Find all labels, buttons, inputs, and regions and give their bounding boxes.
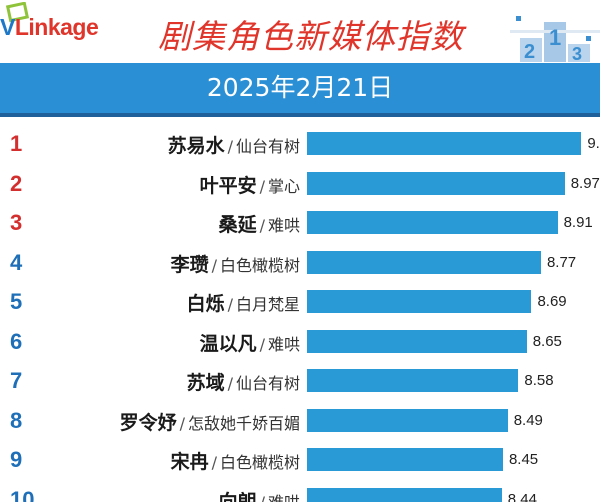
logo-wordmark: Linkage bbox=[14, 14, 99, 40]
header: VLinkage 剧集角色新媒体指数 2 1 3 bbox=[0, 0, 600, 62]
logo: VLinkage bbox=[0, 14, 99, 41]
drama-title: 难哄 bbox=[267, 216, 300, 235]
row-label: 向朗 / 难哄 bbox=[219, 487, 300, 502]
bar bbox=[307, 250, 541, 274]
drama-title: 掌心 bbox=[267, 176, 300, 196]
character-name: 叶平安 bbox=[199, 174, 257, 197]
label-separator: / bbox=[259, 216, 265, 235]
drama-title: 白色橄榄树 bbox=[219, 255, 300, 275]
bar bbox=[307, 408, 508, 432]
rank-number: 7 bbox=[10, 368, 23, 393]
value-label: 8.77 bbox=[546, 253, 577, 271]
value-label: 8.65 bbox=[532, 332, 562, 350]
row-label: 白烁 / 白月梵星 bbox=[187, 289, 300, 316]
bar bbox=[307, 329, 527, 353]
bar bbox=[307, 171, 565, 195]
drama-title: 难哄 bbox=[267, 334, 300, 354]
label-separator: / bbox=[227, 295, 233, 314]
character-name: 向朗 bbox=[218, 490, 257, 502]
character-name: 李瓒 bbox=[170, 253, 209, 276]
bar bbox=[307, 487, 502, 502]
character-name: 温以凡 bbox=[199, 332, 257, 355]
character-name: 苏易水 bbox=[167, 135, 225, 157]
rank-number: 2 bbox=[10, 170, 23, 196]
label-separator: / bbox=[211, 453, 217, 472]
value-label: 8.91 bbox=[563, 214, 593, 231]
ranking-chart: 1苏易水/仙台有树9.112叶平安/掌心8.973桑延/难哄8.914李瓒/白色… bbox=[0, 117, 600, 502]
logo-mark-icon bbox=[5, 2, 30, 23]
bar bbox=[307, 448, 503, 471]
bar bbox=[307, 290, 532, 313]
drama-title: 白色橄榄树 bbox=[219, 453, 300, 472]
value-label: 8.97 bbox=[570, 174, 600, 192]
rank-number: 10 bbox=[10, 486, 35, 502]
label-separator: / bbox=[259, 334, 265, 354]
rank-number: 5 bbox=[10, 289, 23, 314]
rank-number: 6 bbox=[10, 328, 23, 354]
row-label: 李瓒 / 白色橄榄树 bbox=[171, 250, 300, 277]
label-separator: / bbox=[259, 492, 265, 502]
date-band-divider bbox=[0, 113, 600, 117]
label-separator: / bbox=[259, 176, 265, 196]
drama-title: 难哄 bbox=[267, 492, 300, 502]
character-name: 宋冉 bbox=[170, 451, 209, 473]
podium-decoration-icon: 2 1 3 bbox=[510, 16, 600, 62]
value-label: 9.11 bbox=[587, 135, 600, 152]
label-separator: / bbox=[179, 413, 185, 433]
label-separator: / bbox=[211, 255, 217, 275]
row-label: 苏易水 / 仙台有树 bbox=[168, 131, 300, 158]
logo-v: V bbox=[0, 14, 15, 40]
svg-text:3: 3 bbox=[572, 44, 582, 62]
drama-title: 怎敌她千娇百媚 bbox=[187, 413, 300, 433]
svg-text:1: 1 bbox=[549, 25, 561, 50]
row-label: 叶平安 / 掌心 bbox=[200, 171, 300, 198]
drama-title: 白月梵星 bbox=[235, 295, 300, 314]
row-label: 桑延 / 难哄 bbox=[219, 210, 300, 237]
drama-title: 仙台有树 bbox=[235, 374, 300, 393]
row-label: 宋冉 / 白色橄榄树 bbox=[171, 447, 300, 474]
character-name: 桑延 bbox=[218, 214, 257, 236]
character-name: 罗令妤 bbox=[119, 411, 177, 434]
character-name: 苏域 bbox=[186, 372, 225, 394]
bar bbox=[307, 369, 519, 392]
rank-number: 3 bbox=[10, 210, 23, 235]
bar bbox=[307, 211, 558, 234]
page-title: 剧集角色新媒体指数 bbox=[158, 17, 464, 56]
value-label: 8.45 bbox=[508, 451, 539, 468]
row-label: 罗令妤 / 怎敌她千娇百媚 bbox=[120, 408, 300, 435]
value-label: 8.58 bbox=[524, 372, 554, 389]
row-label: 温以凡 / 难哄 bbox=[200, 329, 300, 356]
value-label: 8.49 bbox=[513, 411, 543, 429]
date-label: 2025年2月21日 bbox=[206, 73, 394, 102]
rank-number: 8 bbox=[10, 407, 23, 433]
bar bbox=[307, 132, 582, 155]
drama-title: 仙台有树 bbox=[235, 137, 300, 156]
rank-number: 1 bbox=[10, 131, 23, 156]
label-separator: / bbox=[227, 137, 233, 156]
character-name: 白烁 bbox=[186, 293, 225, 315]
value-label: 8.44 bbox=[507, 490, 537, 502]
row-label: 苏域 / 仙台有树 bbox=[187, 368, 300, 395]
rank-number: 9 bbox=[10, 447, 23, 472]
date-band: 2025年2月21日 bbox=[0, 63, 600, 113]
label-separator: / bbox=[227, 374, 233, 393]
rank-number: 4 bbox=[10, 249, 23, 275]
svg-text:2: 2 bbox=[524, 41, 535, 62]
value-label: 8.69 bbox=[537, 293, 567, 310]
